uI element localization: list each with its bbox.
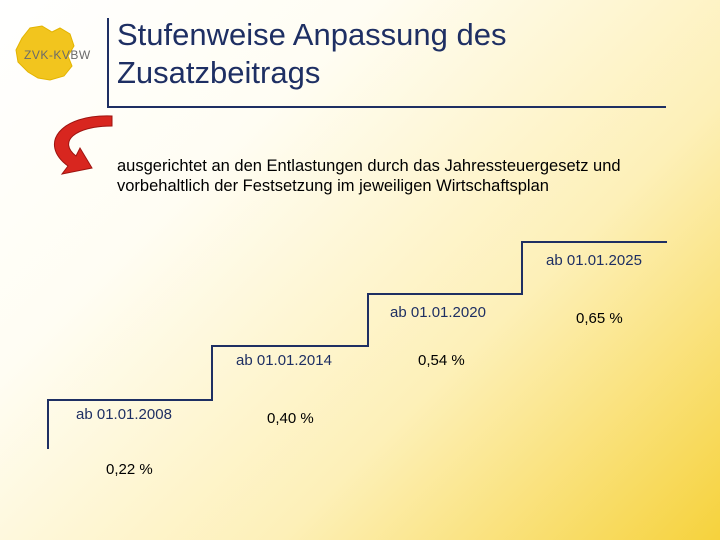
map-silhouette-icon [15, 25, 75, 81]
page-title: Stufenweise Anpassung des Zusatzbeitrags [117, 16, 677, 92]
curved-arrow-icon [54, 115, 113, 175]
subtitle-line-1: ausgerichtet an den Entlastungen durch d… [117, 157, 621, 175]
step-date-2025: ab 01.01.2025 [546, 252, 642, 269]
title-line-2: Zusatzbeitrags [117, 55, 321, 90]
subtitle-line-2: vorbehaltlich der Festsetzung im jeweili… [117, 177, 549, 195]
logo-text: ZVK-KVBW [24, 48, 91, 62]
step-rate-2008: 0,22 % [106, 461, 153, 478]
subtitle: ausgerichtet an den Entlastungen durch d… [117, 156, 717, 196]
title-line-1: Stufenweise Anpassung des [117, 17, 507, 52]
step-date-2020: ab 01.01.2020 [390, 304, 486, 321]
step-date-2014: ab 01.01.2014 [236, 352, 332, 369]
step-rate-2020: 0,54 % [418, 352, 465, 369]
zvk-kvbw-logo [15, 25, 75, 81]
step-rate-2025: 0,65 % [576, 310, 623, 327]
staircase-line [47, 241, 667, 449]
step-rate-2014: 0,40 % [267, 410, 314, 427]
title-vertical-rule [107, 18, 109, 108]
title-horizontal-rule [107, 106, 666, 108]
step-date-2008: ab 01.01.2008 [76, 406, 172, 423]
